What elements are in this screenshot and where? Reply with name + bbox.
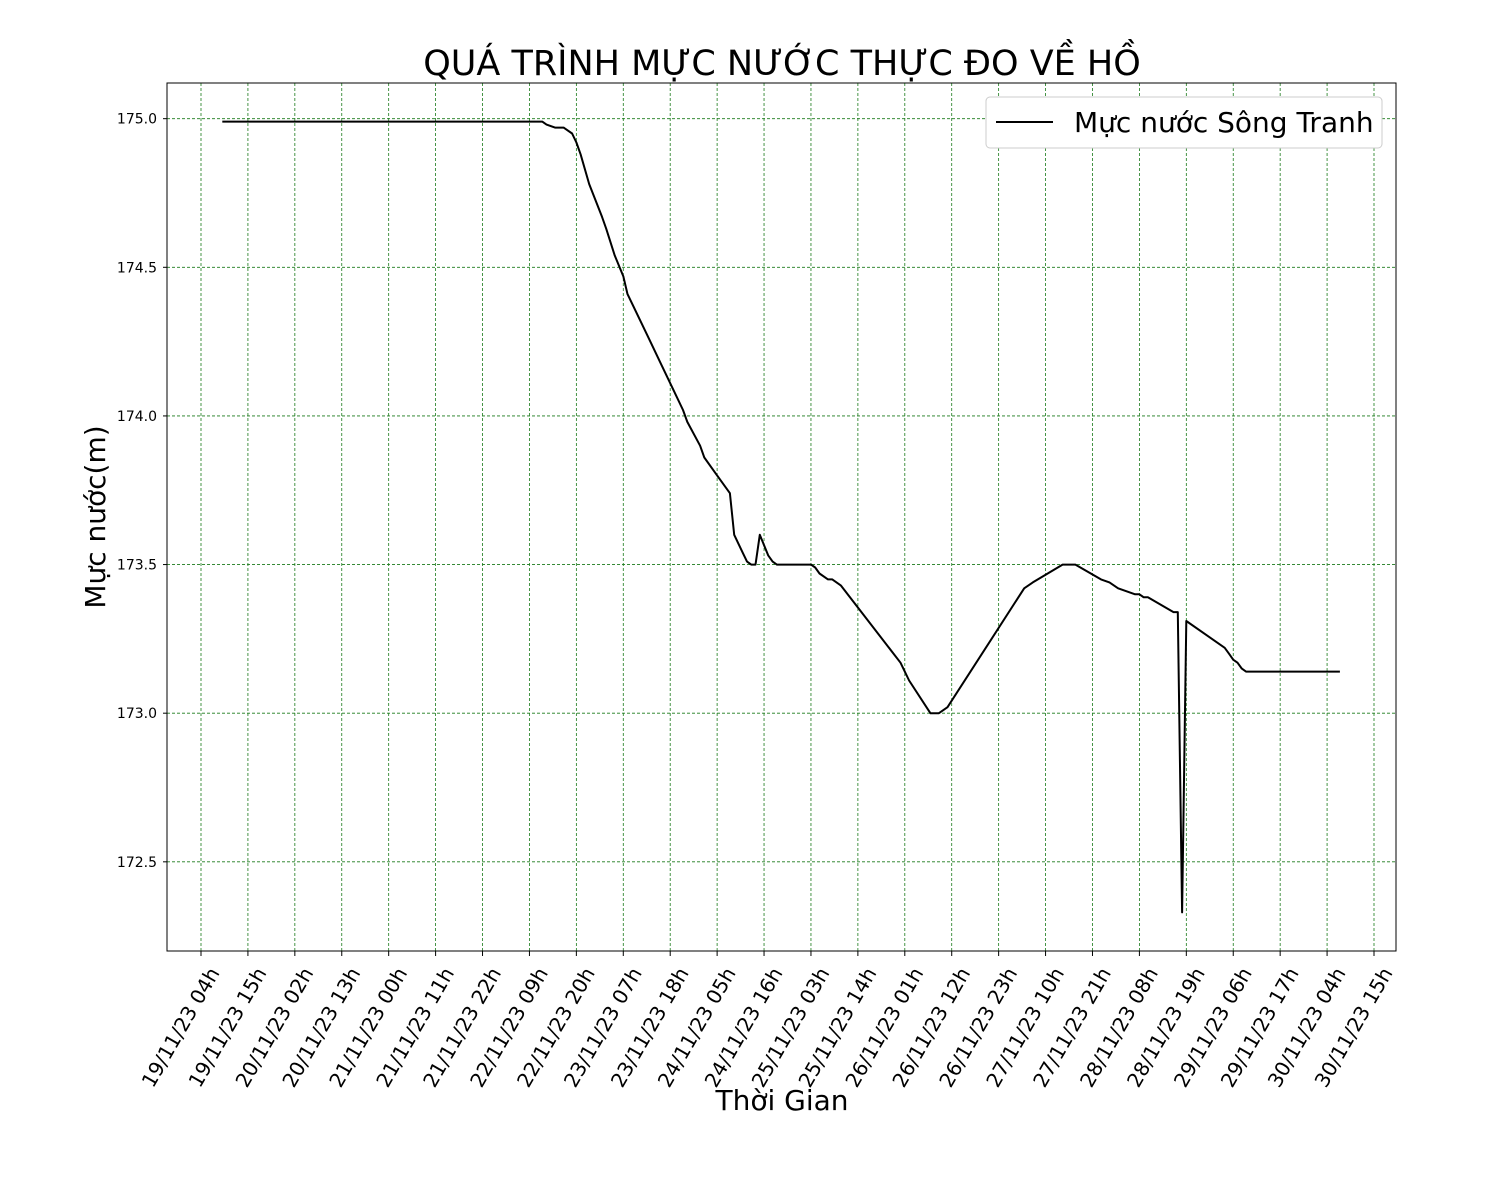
y-tick-label: 175.0 bbox=[117, 112, 157, 128]
y-tick-label: 173.0 bbox=[117, 706, 157, 722]
y-tick-label: 174.5 bbox=[117, 260, 157, 276]
plot-area-frame bbox=[166, 82, 1397, 952]
series-line bbox=[222, 120, 1340, 914]
legend-box bbox=[985, 96, 1383, 149]
chart-title: QUÁ TRÌNH MỰC NƯỚC THỰC ĐO VỀ HỒ bbox=[423, 38, 1141, 84]
grid-lines bbox=[167, 83, 1396, 951]
y-axis-ticks: 172.5 173.0 173.5 174.0 174.5 175.0 bbox=[117, 112, 167, 871]
series-line-group bbox=[222, 120, 1340, 914]
y-tick-label: 173.5 bbox=[117, 558, 157, 574]
legend-entry-label: Mực nước Sông Tranh bbox=[1074, 106, 1374, 139]
legend: Mực nước Sông Tranh bbox=[985, 96, 1383, 149]
y-tick-label: 174.0 bbox=[117, 409, 157, 425]
y-axis-label: Mực nước(m) bbox=[79, 425, 112, 608]
x-axis-label: Thời Gian bbox=[714, 1084, 848, 1117]
y-tick-label: 172.5 bbox=[117, 855, 157, 871]
